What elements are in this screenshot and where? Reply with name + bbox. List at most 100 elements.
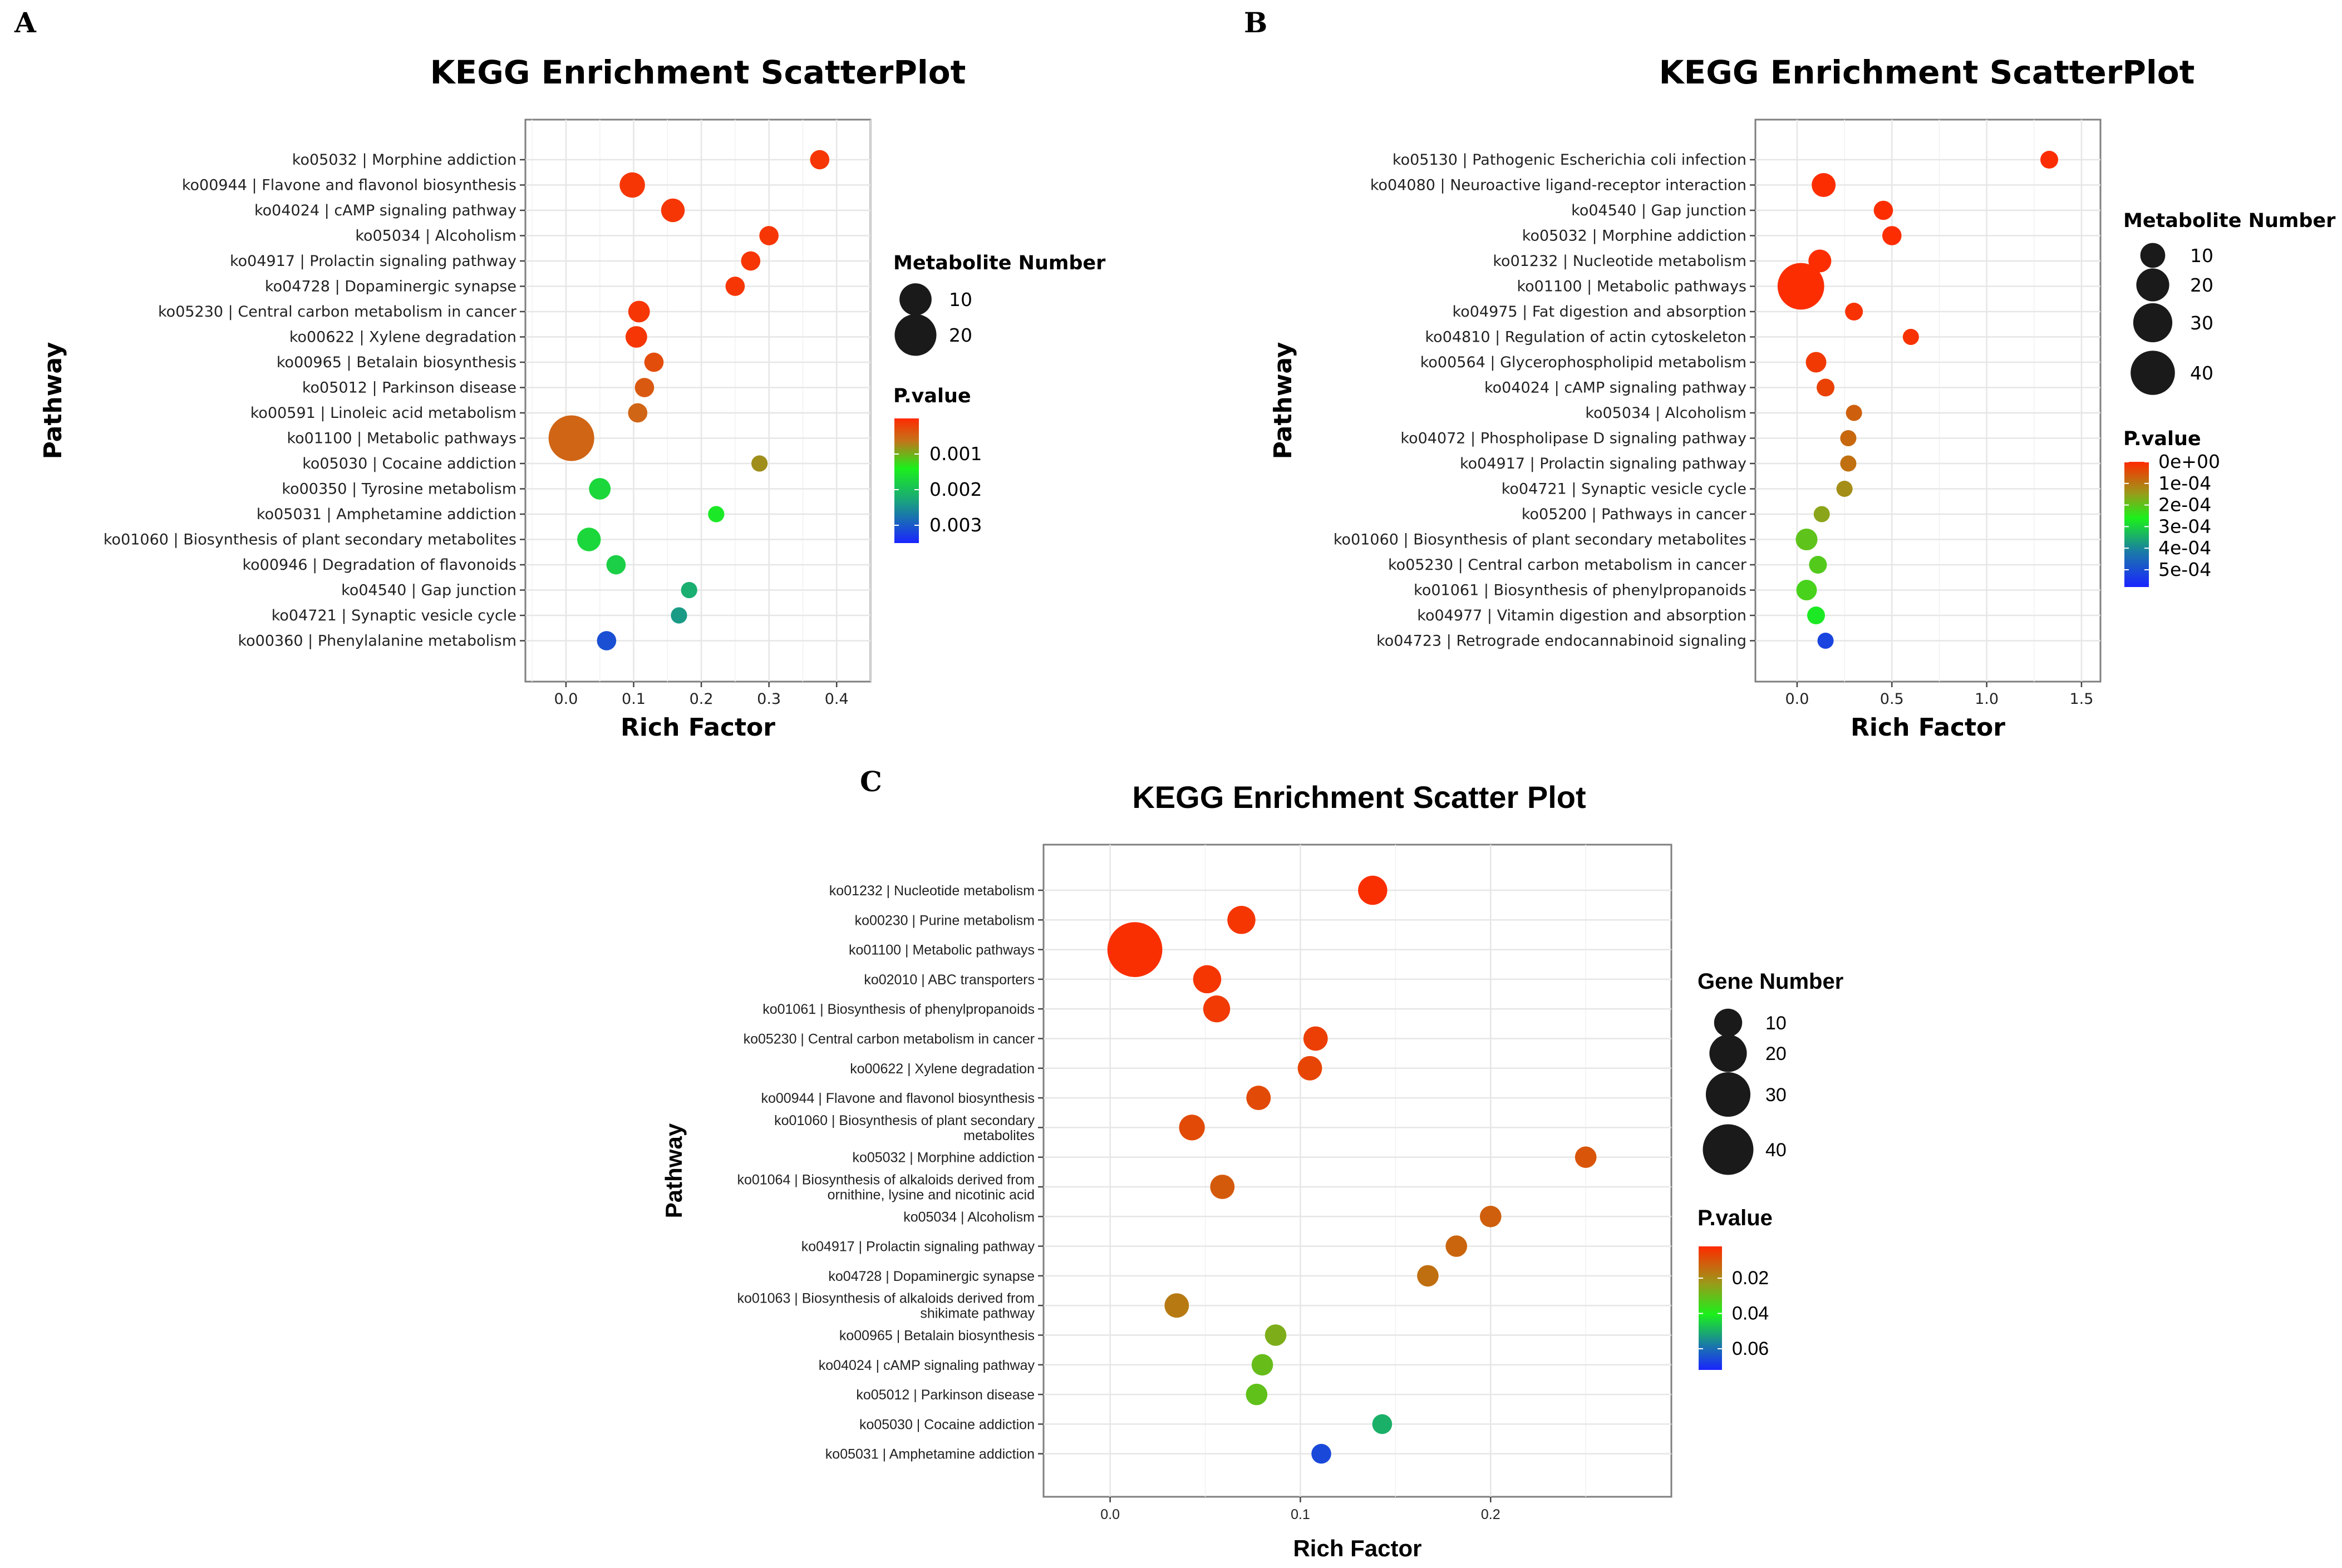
y-tick-label-line: ko05032 | Morphine addiction [1522,228,1746,245]
scatter-point [1358,875,1388,905]
y-tick-label-line: ko05034 | Alcoholism [903,1209,1035,1225]
color-legend-label: 0.04 [1732,1303,1769,1324]
y-tick-label: ko05032 | Morphine addiction [1522,228,1746,245]
y-tick-label-line: ko05032 | Morphine addiction [292,151,516,169]
scatter-point [1445,1235,1468,1257]
y-tick-label: ko05032 | Morphine addiction [292,151,516,169]
scatter-point [2040,151,2059,169]
x-axis-title: Rich Factor [1293,1535,1421,1561]
size-legend-label: 20 [949,324,972,346]
y-tick-label: ko04917 | Prolactin signaling pathway [230,253,516,270]
y-tick-label-line: ko05032 | Morphine addiction [852,1150,1035,1166]
panel-letter: B [1244,6,1267,39]
y-tick-label-line: ko04810 | Regulation of actin cytoskelet… [1425,329,1747,346]
y-tick-label: ko05230 | Central carbon metabolism in c… [158,303,517,320]
y-tick-label: ko04024 | cAMP signaling pathway [819,1358,1035,1373]
scatter-point [1873,200,1893,220]
scatter-point [1817,378,1835,397]
y-tick-label-line: ko05034 | Alcoholism [355,228,516,245]
y-axis-title: Pathway [661,1123,687,1218]
y-tick-label-line: ko01061 | Biosynthesis of phenylpropanoi… [762,1002,1035,1017]
y-tick-label-line: ko05031 | Amphetamine addiction [257,506,516,523]
y-tick-label: ko01061 | Biosynthesis of phenylpropanoi… [762,1002,1035,1017]
scatter-point [1840,455,1857,472]
color-legend-label: 0e+00 [2158,451,2220,472]
scatter-point [1805,352,1827,373]
y-tick-label-line: ko04721 | Synaptic vesicle cycle [272,607,516,624]
y-tick-label: ko04072 | Phospholipase D signaling path… [1400,430,1746,447]
plot-panel [524,119,872,683]
color-legend-title: P.value [2123,428,2201,450]
y-tick-label: ko04024 | cAMP signaling pathway [254,202,516,219]
y-tick-label: ko05030 | Cocaine addiction [859,1417,1035,1432]
color-legend-label: 5e-04 [2158,559,2211,580]
y-tick-label-line: ko04917 | Prolactin signaling pathway [801,1239,1035,1255]
x-tick-label: 0.3 [757,691,781,708]
x-tick-label: 0.2 [690,691,714,708]
y-tick-label-line: ko05200 | Pathways in cancer [1522,506,1747,523]
y-tick-label-line: ko01100 | Metabolic pathways [287,430,516,447]
scatter-point [751,455,768,472]
y-tick-label-line: ko04540 | Gap junction [341,582,516,599]
x-tick-label: 1.5 [2069,691,2093,708]
y-tick-label: ko04975 | Fat digestion and absorption [1453,303,1746,320]
size-legend-title: Gene Number [1698,969,1843,994]
y-tick-label: ko00622 | Xylene degradation [850,1061,1035,1077]
scatter-point [1817,632,1834,649]
y-tick-label: ko01100 | Metabolic pathways [1517,278,1746,295]
y-tick-label: ko05230 | Central carbon metabolism in c… [1388,556,1747,574]
size-legend-dot [1703,1124,1754,1175]
y-tick-label-line: ko05034 | Alcoholism [1585,405,1746,422]
y-tick-label-line: ko01232 | Nucleotide metabolism [829,883,1035,899]
scatter-point [1303,1026,1328,1051]
scatter-point [597,631,617,650]
scatter-point [661,198,685,223]
size-legend-dot [2131,351,2175,395]
y-tick-label-line: ko00944 | Flavone and flavonol biosynthe… [761,1091,1035,1106]
y-tick-label: ko05230 | Central carbon metabolism in c… [744,1032,1035,1047]
size-legend-dot [899,283,932,315]
y-tick-label-line: ko00230 | Purine metabolism [855,913,1035,928]
scatter-point [1265,1324,1287,1346]
x-tick-label: 0.0 [1785,691,1809,708]
scatter-point [1417,1265,1439,1287]
x-tick-label: 0.2 [1481,1507,1500,1522]
scatter-point [625,326,647,348]
color-legend-label: 3e-04 [2158,515,2211,537]
y-tick-label: ko05034 | Alcoholism [1585,405,1746,422]
y-tick-label-line: ornithine, lysine and nicotinic acid [828,1187,1035,1203]
y-tick-label: ko04917 | Prolactin signaling pathway [801,1239,1035,1255]
y-tick-label-line: ko05230 | Central carbon metabolism in c… [744,1032,1035,1047]
y-tick-label-line: ko04024 | cAMP signaling pathway [254,202,516,219]
color-legend-bar [1699,1246,1722,1370]
y-tick-label-line: ko01100 | Metabolic pathways [1517,278,1746,295]
y-tick-label-line: ko05230 | Central carbon metabolism in c… [1388,556,1747,574]
y-tick-label-line: ko04080 | Neuroactive ligand-receptor in… [1370,177,1746,194]
y-tick-label-line: metabolites [963,1128,1035,1143]
scatter-point [671,607,687,624]
scatter-point [619,172,645,198]
scatter-point [1809,556,1827,574]
size-legend-label: 20 [2190,274,2213,296]
scatter-point [1246,1383,1268,1406]
y-tick-label-line: ko01063 | Biosynthesis of alkaloids deri… [737,1291,1035,1306]
scatter-point [681,581,697,599]
scatter-point [1297,1056,1322,1081]
y-tick-label-line: ko00965 | Betalain biosynthesis [277,354,516,371]
y-tick-label: ko00965 | Betalain biosynthesis [839,1328,1035,1344]
x-axis-title: Rich Factor [621,713,775,742]
scatter-point [628,300,650,323]
y-tick-label-line: ko04072 | Phospholipase D signaling path… [1400,430,1746,447]
size-legend-label: 40 [1765,1140,1787,1161]
y-tick-label-line: ko04721 | Synaptic vesicle cycle [1502,481,1746,498]
y-tick-label: ko05034 | Alcoholism [903,1209,1035,1225]
x-tick-label: 0.1 [622,691,646,708]
y-tick-label-line: ko00946 | Degradation of flavonoids [242,556,516,574]
y-tick-label: ko05012 | Parkinson disease [302,379,516,397]
y-tick-label-line: ko00622 | Xylene degradation [289,329,516,346]
y-tick-label-line: ko05012 | Parkinson disease [856,1387,1035,1403]
y-tick-label: ko05031 | Amphetamine addiction [825,1447,1035,1462]
scatter-point [1575,1146,1597,1168]
size-legend-dot [2136,268,2169,302]
